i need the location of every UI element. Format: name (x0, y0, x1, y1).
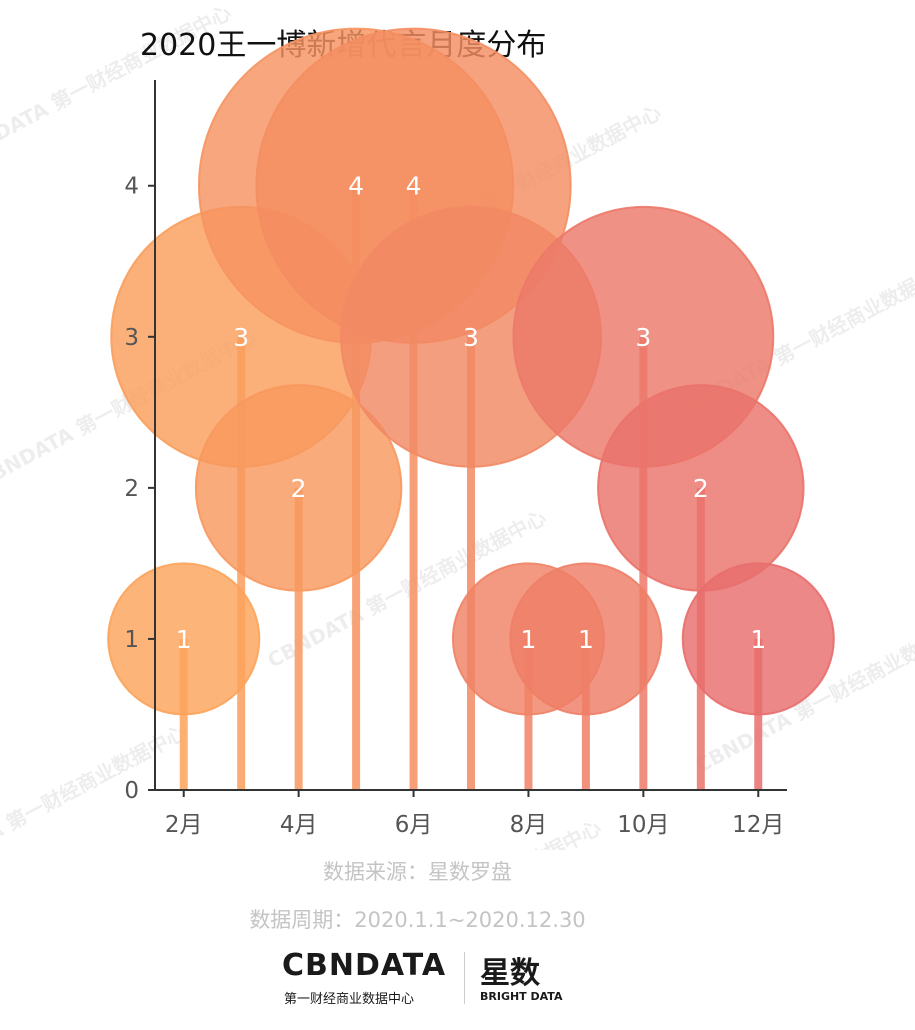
y-tick-label: 1 (124, 627, 139, 653)
bubble-month-9 (509, 562, 663, 716)
value-label-month-7: 3 (463, 323, 479, 352)
bright-data-logo: 星数 (480, 956, 540, 991)
footer-logo: CBNDATA 第一财经商业数据中心 星数 BRIGHT DATA (282, 948, 582, 1008)
watermark-text: CBNDATA 第一财经商业数据中心 (318, 815, 604, 850)
bubble-month-4 (194, 384, 403, 592)
value-label-month-12: 1 (750, 625, 766, 654)
value-label-month-8: 1 (521, 625, 537, 654)
value-label-month-6: 4 (406, 172, 422, 201)
value-label-month-4: 2 (291, 474, 307, 503)
value-label-month-11: 2 (693, 474, 709, 503)
x-tick-label: 10月 (617, 812, 669, 838)
chart-svg: CBNDATA 第一财经商业数据中心 CBNDATA 第一财经商业数据中心 CBND… (0, 0, 915, 850)
watermark-text: CBNDATA 第一财经商业数据中心 (0, 720, 190, 850)
y-tick-label: 3 (124, 325, 139, 351)
y-tick-label: 0 (124, 778, 139, 804)
bubble-month-12 (681, 562, 835, 716)
value-label-month-3: 3 (233, 323, 249, 352)
bright-data-logo-subtitle: BRIGHT DATA (480, 990, 563, 1003)
value-label-month-10: 3 (635, 323, 651, 352)
data-period-note: 数据周期：2020.1.1~2020.12.30 (249, 908, 586, 932)
y-tick-label: 4 (124, 174, 139, 200)
x-tick-label: 4月 (280, 812, 318, 838)
watermark-text: CBNDATA 第一财经商业数据中心 (0, 0, 235, 168)
value-label-month-5: 4 (348, 172, 364, 201)
y-tick-label: 2 (124, 476, 139, 502)
cbndata-logo: CBNDATA (282, 948, 447, 983)
data-source-note: 数据来源：星数罗盘 (323, 860, 512, 884)
value-label-month-2: 1 (176, 625, 192, 654)
bubble-month-2 (107, 562, 261, 716)
x-tick-label: 12月 (732, 812, 784, 838)
value-label-month-9: 1 (578, 625, 594, 654)
x-tick-label: 6月 (395, 812, 433, 838)
x-tick-label: 2月 (165, 812, 203, 838)
cbndata-logo-subtitle: 第一财经商业数据中心 (284, 992, 415, 1007)
x-tick-label: 8月 (510, 812, 548, 838)
logo-divider (464, 952, 465, 1004)
